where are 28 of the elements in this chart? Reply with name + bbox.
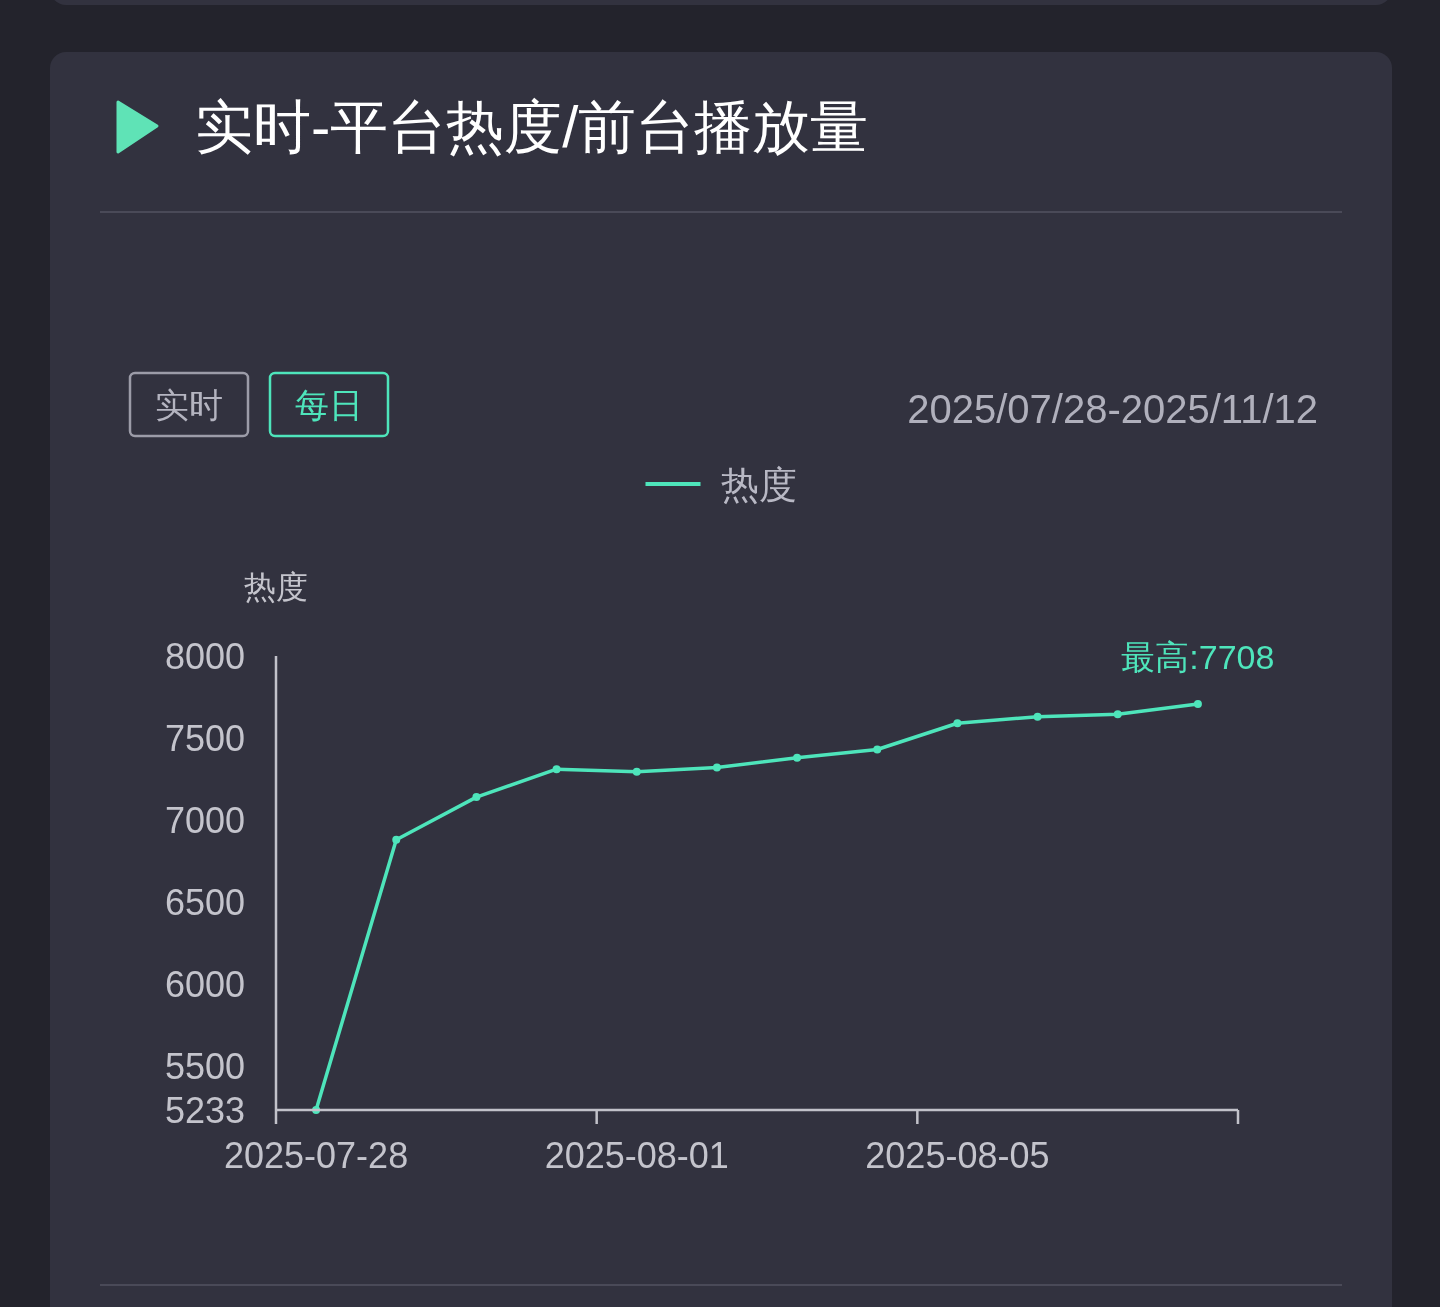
data-label: 最高:7708 xyxy=(1121,637,1275,676)
point xyxy=(1193,699,1202,708)
point xyxy=(793,753,802,762)
point xyxy=(1033,712,1042,721)
point xyxy=(472,793,481,802)
text: 2025/07/28-2025/11/12 xyxy=(907,387,1318,431)
point xyxy=(712,763,721,772)
y-axis-title: 热度 xyxy=(244,569,308,605)
legend-label: 热度 xyxy=(720,464,797,506)
y-tick-label: 7500 xyxy=(164,718,245,759)
x-tick-label: 2025-08-01 xyxy=(544,1135,729,1176)
y-tick-label: 8000 xyxy=(164,635,245,677)
y-tick-label: 6000 xyxy=(164,964,245,1006)
text: 实时 xyxy=(155,386,223,424)
point xyxy=(1113,710,1122,719)
chart-title: 实时-平台热度/前台播放量 xyxy=(195,94,869,159)
x-tick-label: 2025-07-28 xyxy=(224,1135,409,1176)
text: 每日 xyxy=(295,386,363,424)
point xyxy=(392,835,401,844)
point xyxy=(632,767,641,776)
y-tick-label: 6500 xyxy=(164,882,245,924)
y-tick-label: 5500 xyxy=(164,1046,245,1088)
y-tick-label: 7000 xyxy=(164,800,245,842)
x-tick-label: 2025-08-05 xyxy=(865,1135,1050,1176)
point xyxy=(873,745,882,754)
point xyxy=(552,765,561,774)
point xyxy=(953,719,962,728)
y-tick-label: 5233 xyxy=(164,1089,245,1131)
